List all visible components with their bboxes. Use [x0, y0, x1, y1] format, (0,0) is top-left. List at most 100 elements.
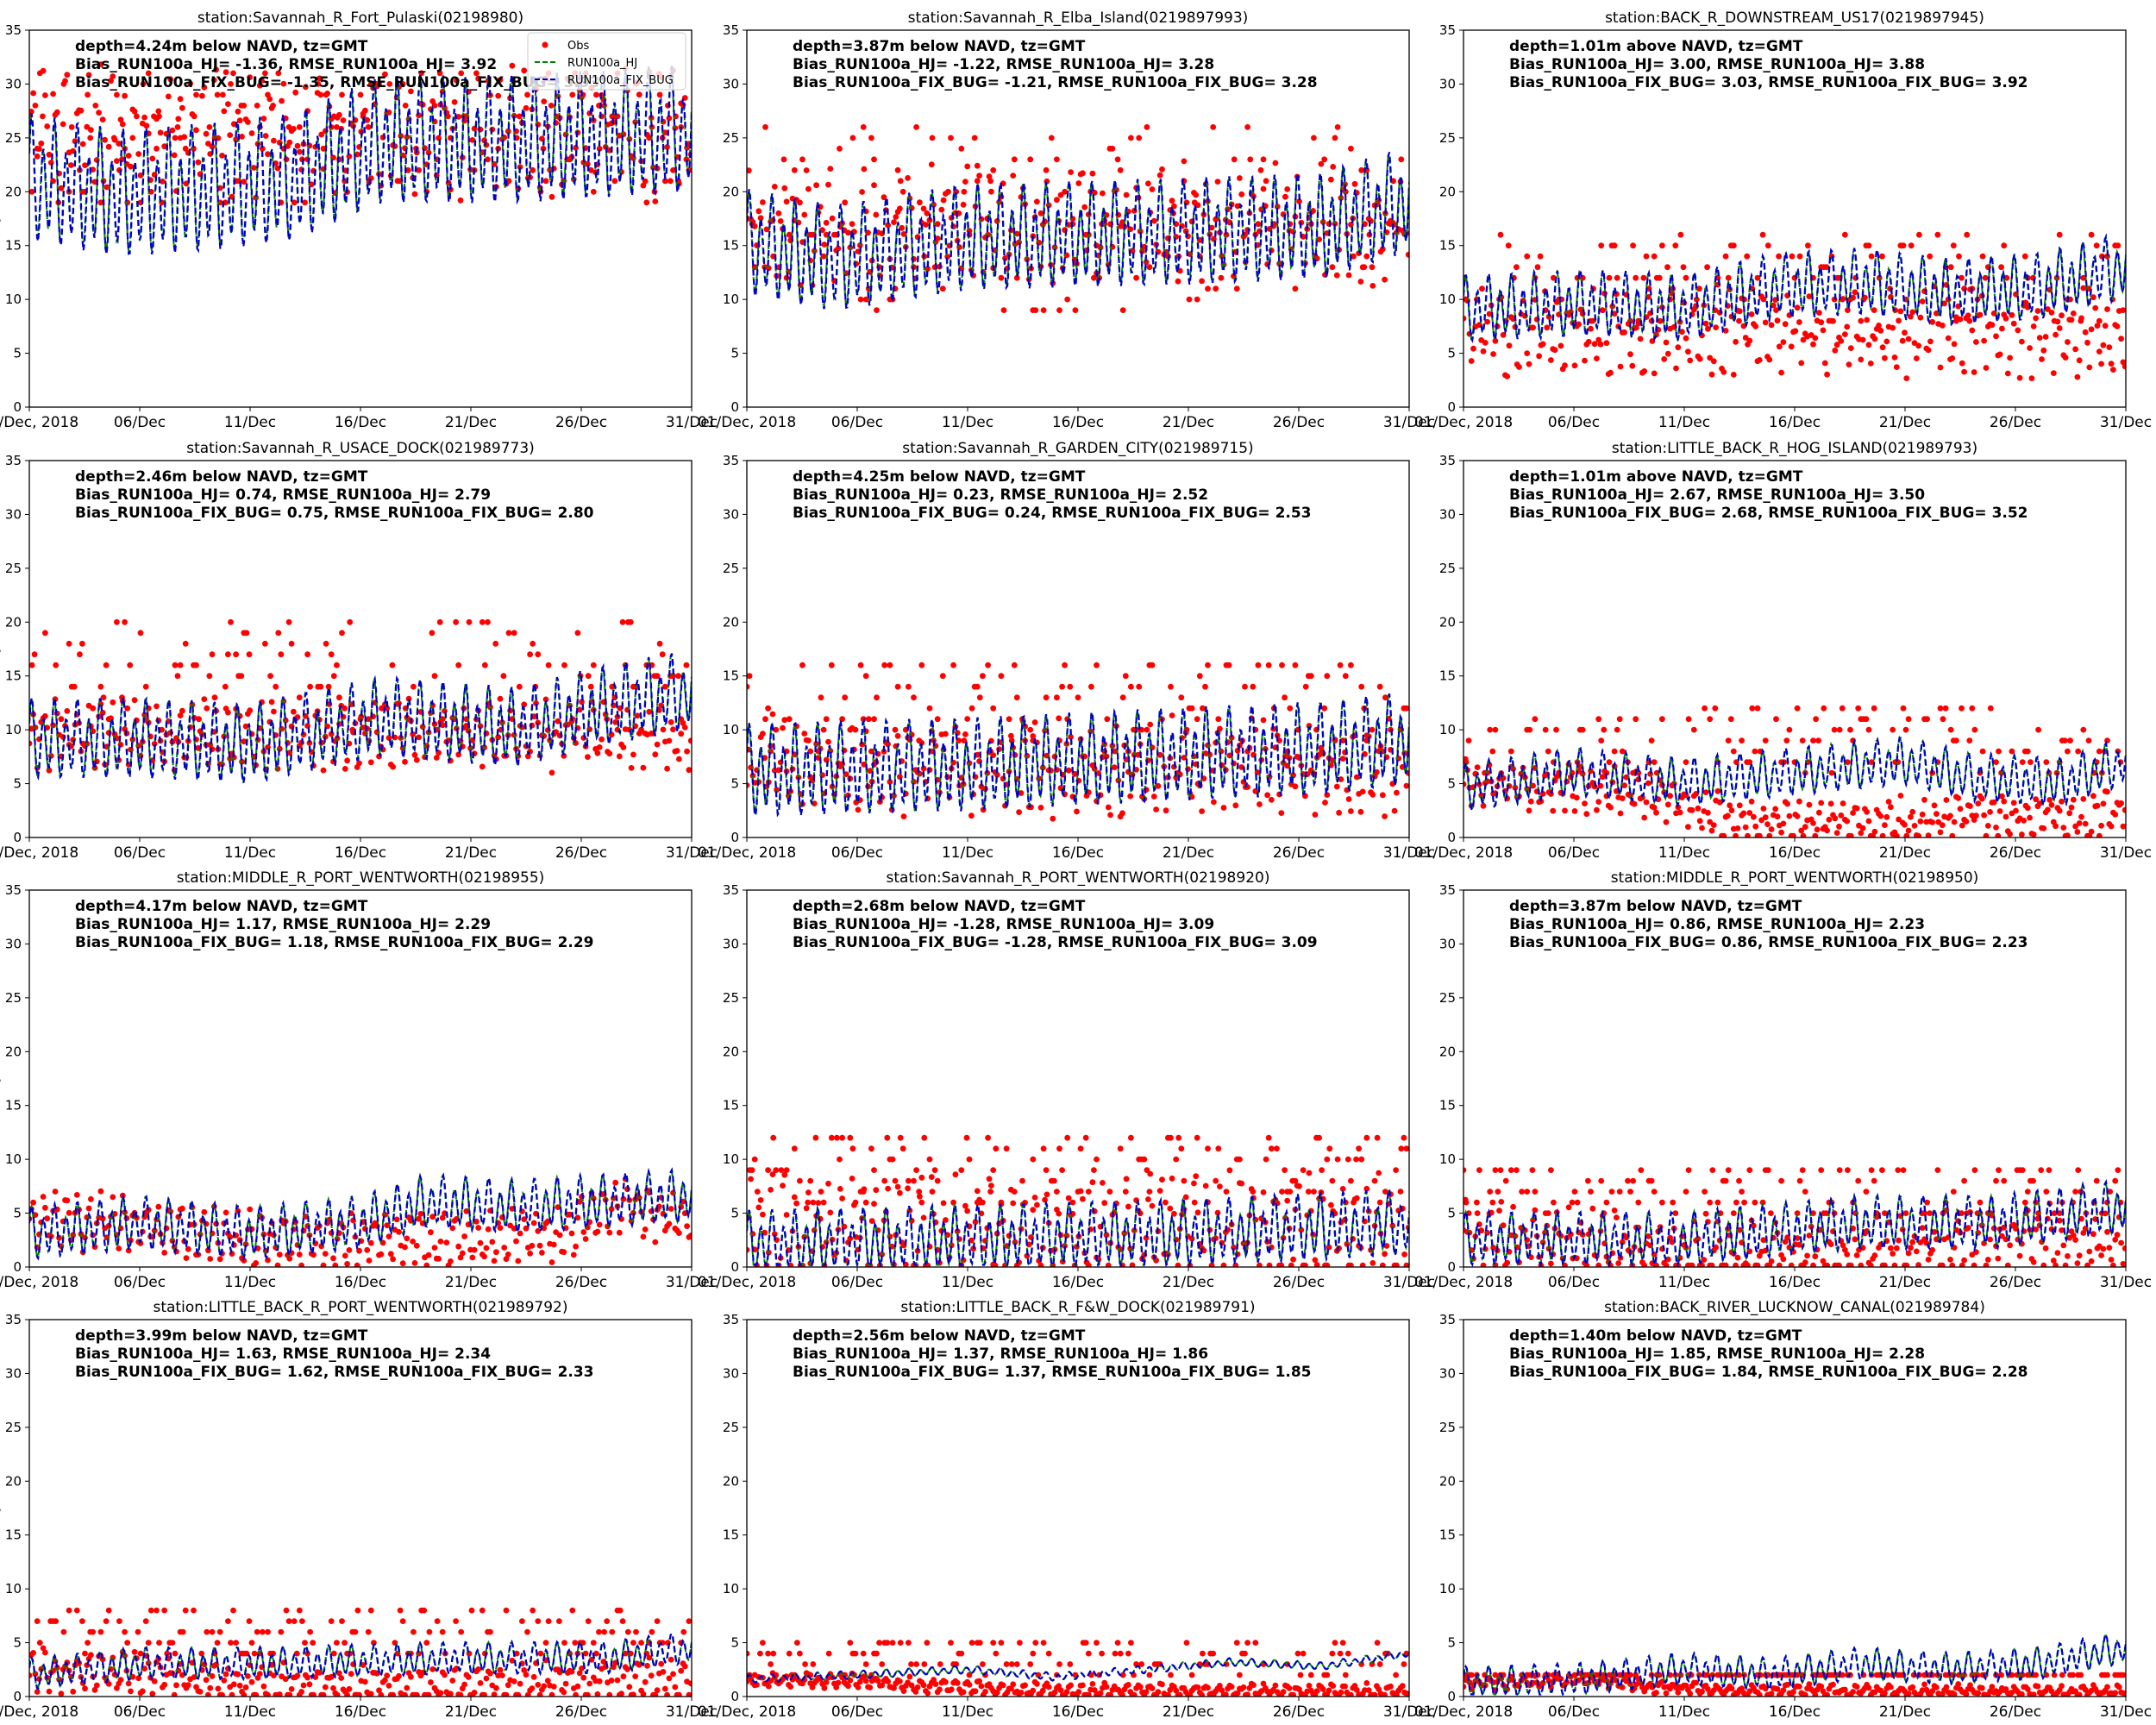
obs-point — [317, 683, 324, 690]
obs-point — [436, 1256, 442, 1262]
stats-annotation: Bias_RUN100a_HJ= 3.00, RMSE_RUN100a_HJ= … — [1509, 56, 1925, 73]
obs-point — [627, 618, 634, 625]
obs-point — [683, 662, 690, 668]
obs-point — [1640, 274, 1647, 281]
obs-point — [1821, 360, 1828, 367]
obs-point — [1796, 253, 1803, 260]
obs-point — [1548, 1260, 1554, 1267]
y-tick-label: 30 — [1439, 936, 1456, 951]
obs-point — [1329, 264, 1336, 271]
obs-point — [938, 206, 945, 213]
obs-point — [302, 199, 308, 206]
obs-point — [31, 651, 38, 658]
obs-point — [964, 1208, 971, 1214]
stats-annotation: Bias_RUN100a_HJ= -1.22, RMSE_RUN100a_HJ=… — [793, 56, 1214, 73]
obs-point — [1664, 801, 1671, 808]
obs-point — [131, 108, 138, 115]
obs-point — [747, 673, 753, 680]
obs-point — [1403, 705, 1409, 712]
obs-point — [1821, 705, 1827, 712]
obs-point — [174, 124, 181, 130]
x-tick-label: 21/Dec — [445, 414, 497, 431]
obs-point — [348, 1671, 354, 1678]
obs-point — [204, 1628, 210, 1635]
obs-point — [2086, 1248, 2093, 1255]
obs-point — [634, 712, 641, 719]
obs-point — [241, 103, 248, 109]
obs-point — [542, 178, 549, 185]
obs-point — [1579, 726, 1586, 733]
y-tick-label: 30 — [723, 506, 739, 522]
obs-point — [97, 683, 104, 690]
obs-point — [606, 1229, 613, 1236]
obs-point — [495, 92, 502, 99]
obs-point — [100, 694, 107, 701]
y-tick-label: 30 — [5, 506, 22, 522]
obs-point — [1334, 1156, 1341, 1163]
obs-point — [630, 751, 636, 758]
obs-point — [1913, 1248, 1920, 1255]
obs-point — [1348, 662, 1354, 668]
stats-annotation: Bias_RUN100a_FIX_BUG= 1.18, RMSE_RUN100a… — [75, 934, 594, 951]
x-tick-label: 26/Dec — [555, 1703, 607, 1721]
obs-point — [1075, 694, 1081, 701]
obs-point — [386, 81, 393, 87]
obs-point — [680, 1628, 687, 1635]
obs-point — [1760, 296, 1767, 303]
obs-point — [987, 1189, 993, 1195]
obs-point — [585, 673, 592, 680]
obs-point — [1924, 716, 1931, 723]
obs-point — [857, 662, 864, 668]
obs-point — [1871, 705, 1877, 712]
obs-point — [1673, 365, 1679, 372]
obs-point — [1369, 283, 1376, 289]
obs-point — [1100, 190, 1106, 197]
obs-point — [2053, 331, 2059, 338]
obs-point — [396, 1229, 402, 1235]
obs-point — [489, 1239, 496, 1245]
obs-point — [367, 1690, 374, 1697]
obs-point — [1044, 1191, 1050, 1198]
obs-point — [892, 726, 899, 733]
obs-point — [2001, 242, 2008, 249]
obs-point — [161, 1607, 168, 1614]
obs-point — [1374, 768, 1380, 775]
obs-point — [642, 1678, 649, 1685]
obs-point — [1329, 1177, 1336, 1184]
obs-point — [1080, 1195, 1086, 1202]
obs-point — [1146, 264, 1153, 271]
x-tick-label: 16/Dec — [1052, 414, 1104, 431]
obs-point — [366, 1258, 373, 1264]
obs-point — [442, 1672, 448, 1678]
obs-point — [364, 116, 371, 123]
obs-point — [986, 173, 993, 180]
obs-point — [1393, 1167, 1399, 1173]
obs-point — [1799, 1167, 1806, 1173]
obs-point — [1882, 822, 1888, 828]
obs-point — [497, 1666, 504, 1673]
obs-point — [429, 1666, 436, 1672]
obs-point — [58, 716, 65, 723]
obs-point — [308, 181, 315, 188]
obs-point — [594, 1228, 601, 1235]
obs-point — [1155, 782, 1162, 789]
obs-point — [762, 124, 768, 130]
x-tick-label: 06/Dec — [831, 844, 883, 862]
obs-point — [354, 1607, 361, 1614]
obs-point — [399, 1260, 406, 1267]
obs-point — [46, 1688, 53, 1695]
x-tick-label: 06/Dec — [114, 1274, 166, 1291]
obs-point — [1903, 375, 1910, 381]
obs-point — [1893, 1245, 1900, 1251]
obs-point — [535, 1682, 542, 1688]
obs-point — [459, 1250, 466, 1257]
obs-point — [940, 1200, 947, 1207]
obs-point — [1714, 1199, 1721, 1206]
obs-point — [769, 711, 776, 718]
obs-point — [1987, 1236, 1994, 1243]
obs-point — [1478, 792, 1485, 799]
obs-point — [1344, 1156, 1351, 1163]
obs-point — [203, 130, 210, 137]
obs-point — [64, 1197, 71, 1204]
obs-point — [913, 124, 919, 130]
